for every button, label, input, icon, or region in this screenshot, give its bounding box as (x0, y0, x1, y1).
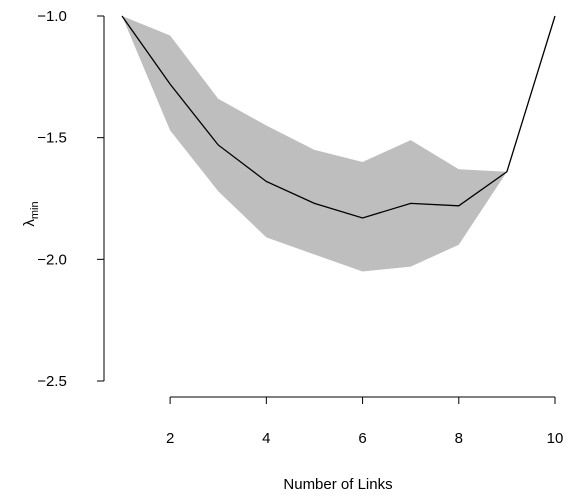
data-point (505, 170, 509, 174)
y-tick-label: −2.5 (37, 373, 67, 390)
confidence-band (122, 16, 507, 272)
x-tick-label: 6 (358, 430, 366, 447)
data-point (312, 201, 316, 205)
data-point (264, 179, 268, 183)
x-tick-label: 10 (547, 430, 564, 447)
y-axis-title: λmin (21, 201, 41, 226)
series-line (121, 15, 556, 219)
data-point (409, 201, 413, 205)
x-axis-title: Number of Links (283, 476, 392, 493)
confidence-band-layer (122, 16, 507, 272)
series-layer (120, 14, 557, 220)
y-ticks: −1.0 −1.5 −2.0 −2.5 (37, 8, 104, 390)
x-tick-label: 4 (262, 430, 270, 447)
y-axis-title-main: λ (21, 219, 38, 227)
y-axis-title-subscript: min (29, 201, 41, 219)
y-tick-label: −1.0 (37, 8, 67, 25)
y-axis: −1.0 −1.5 −2.0 −2.5 (37, 8, 105, 390)
data-point (457, 204, 461, 208)
data-point (168, 82, 172, 86)
y-tick-label: −1.5 (37, 130, 67, 147)
data-point (216, 143, 220, 147)
data-point (361, 216, 365, 220)
x-tick-label: 2 (166, 430, 174, 447)
x-tick-label: 8 (455, 430, 463, 447)
data-point (120, 14, 124, 18)
x-ticks: 2 4 6 8 10 (166, 397, 563, 447)
data-point (553, 14, 557, 18)
x-axis: 2 4 6 8 10 (166, 396, 563, 447)
y-tick-label: −2.0 (37, 251, 67, 268)
